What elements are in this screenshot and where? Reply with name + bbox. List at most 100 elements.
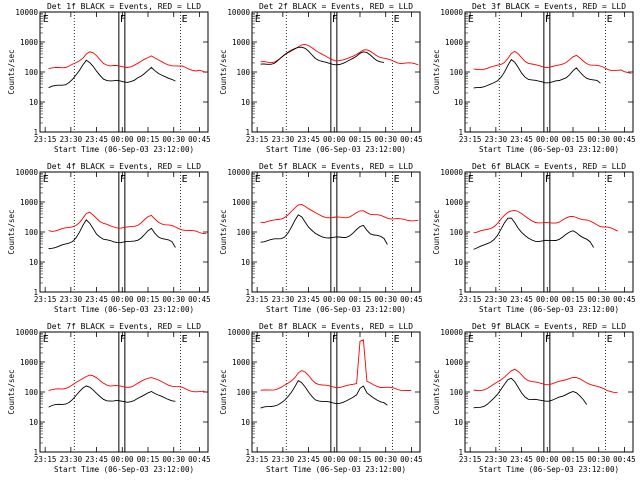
x-tick-label: 00:30 (587, 455, 610, 464)
series-line-events (473, 58, 601, 89)
x-tick-label: 00:00 (111, 455, 134, 464)
x-tick-label: 23:45 (297, 295, 320, 304)
x-tick-label: 23:15 (459, 295, 482, 304)
x-tick-label: 00:30 (374, 135, 397, 144)
y-tick-label: 100 (24, 68, 38, 77)
x-tick-label: 00:45 (188, 135, 211, 144)
panel-3: Det 3f BLACK = Events, RED = LLD 1 10 100 10… (432, 2, 636, 154)
x-tick-label: 00:15 (349, 295, 372, 304)
state-letter: E (468, 174, 474, 185)
series-line-lld (260, 339, 412, 392)
series-line-events (473, 217, 594, 250)
x-tick-label: 00:15 (137, 295, 160, 304)
x-tick-label: 00:00 (536, 455, 559, 464)
x-tick-label: 00:45 (188, 295, 211, 304)
panel-9: Det 9f BLACK = Events, RED = LLD 1 10 100 10… (432, 322, 636, 474)
y-tick-label: 10000 (440, 328, 463, 337)
state-letter: E (182, 334, 188, 345)
y-tick-label: 10000 (440, 8, 463, 17)
y-tick-label: 10 (454, 258, 464, 267)
state-letter: E (394, 174, 400, 185)
series-line-events (260, 46, 385, 66)
state-letter: E (182, 14, 188, 25)
y-tick-label: 10 (241, 258, 251, 267)
x-tick-label: 23:15 (34, 295, 57, 304)
x-tick-label: 00:45 (613, 295, 636, 304)
panel-5: Det 5f BLACK = Events, RED = LLD 1 10 100 10… (219, 162, 423, 314)
y-tick-label: 1 (33, 288, 38, 297)
x-axis-label: Start Time (06-Sep-03 23:12:00) (54, 465, 194, 474)
x-tick-label: 23:30 (485, 135, 508, 144)
series-line-lld (473, 50, 632, 74)
y-tick-label: 1000 (20, 38, 39, 47)
series-line-events (260, 214, 388, 245)
y-tick-label: 1000 (20, 198, 39, 207)
x-tick-label: 23:15 (246, 455, 269, 464)
state-letter: F (332, 334, 338, 345)
x-tick-label: 00:45 (188, 455, 211, 464)
y-tick-label: 1 (458, 128, 463, 137)
state-letter: E (607, 174, 613, 185)
x-tick-label: 23:45 (85, 295, 108, 304)
x-tick-label: 23:30 (272, 135, 295, 144)
x-tick-label: 23:30 (272, 295, 295, 304)
state-letter: E (607, 14, 613, 25)
x-tick-label: 00:00 (323, 295, 346, 304)
panel-7: Det 7f BLACK = Events, RED = LLD 1 10 100 10… (7, 322, 211, 474)
y-tick-label: 10 (454, 98, 464, 107)
x-tick-label: 00:45 (400, 455, 423, 464)
panel-title: Det 5f BLACK = Events, RED = LLD (259, 162, 413, 171)
x-tick-label: 00:15 (562, 135, 585, 144)
panel-6: Det 6f BLACK = Events, RED = LLD 1 10 100 10… (432, 162, 636, 314)
x-axis-label: Start Time (06-Sep-03 23:12:00) (54, 145, 194, 154)
panel-title: Det 7f BLACK = Events, RED = LLD (47, 322, 201, 331)
panel-2: Det 2f BLACK = Events, RED = LLD 1 10 100 10… (219, 2, 423, 154)
x-tick-label: 00:30 (374, 455, 397, 464)
x-tick-label: 00:30 (374, 295, 397, 304)
x-tick-label: 00:00 (111, 295, 134, 304)
y-tick-label: 10000 (227, 168, 250, 177)
series-line-lld (473, 209, 618, 234)
y-tick-label: 100 (449, 388, 463, 397)
x-tick-label: 23:15 (459, 135, 482, 144)
x-tick-label: 23:45 (510, 295, 533, 304)
y-tick-label: 100 (24, 388, 38, 397)
y-axis-label: Counts/sec (219, 209, 228, 254)
x-tick-label: 00:15 (562, 295, 585, 304)
state-letter: E (607, 334, 613, 345)
state-letter: F (120, 174, 126, 185)
state-letter: F (545, 174, 551, 185)
y-tick-label: 1000 (445, 358, 464, 367)
x-tick-label: 23:45 (510, 135, 533, 144)
x-tick-label: 00:45 (400, 295, 423, 304)
y-tick-label: 1000 (445, 198, 464, 207)
x-tick-label: 23:30 (485, 455, 508, 464)
x-tick-label: 00:30 (587, 295, 610, 304)
y-tick-label: 10000 (440, 168, 463, 177)
plot-frame (251, 11, 421, 133)
y-tick-label: 10 (454, 418, 464, 427)
y-tick-label: 10 (29, 98, 39, 107)
y-tick-label: 1 (33, 448, 38, 457)
x-tick-label: 23:30 (60, 295, 83, 304)
y-axis-label: Counts/sec (432, 209, 441, 254)
panel-title: Det 9f BLACK = Events, RED = LLD (472, 322, 626, 331)
x-axis-label: Start Time (06-Sep-03 23:12:00) (479, 145, 619, 154)
x-tick-label: 23:30 (60, 135, 83, 144)
x-tick-label: 00:15 (349, 455, 372, 464)
panel-title: Det 6f BLACK = Events, RED = LLD (472, 162, 626, 171)
y-tick-label: 100 (236, 388, 250, 397)
plot-frame (464, 171, 634, 293)
series-line-events (473, 377, 588, 409)
plot-frame (39, 171, 209, 293)
x-tick-label: 00:45 (613, 135, 636, 144)
y-axis-label: Counts/sec (432, 49, 441, 94)
plot-frame (464, 11, 634, 133)
y-tick-label: 100 (449, 68, 463, 77)
series-line-lld (48, 211, 207, 235)
x-axis-label: Start Time (06-Sep-03 23:12:00) (266, 305, 406, 314)
y-axis-label: Counts/sec (219, 369, 228, 414)
y-tick-label: 10000 (15, 328, 38, 337)
x-tick-label: 00:00 (111, 135, 134, 144)
